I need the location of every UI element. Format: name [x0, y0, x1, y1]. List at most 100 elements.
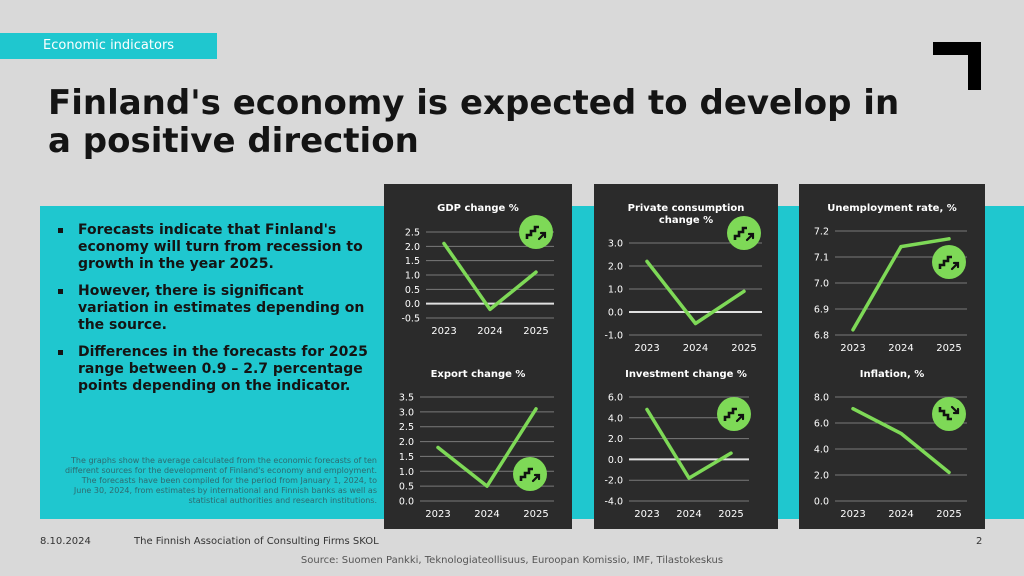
- y-tick-label: 4.0: [608, 413, 623, 424]
- brand-logo: [933, 42, 981, 90]
- bullet-marker: [58, 350, 63, 355]
- data-point: [947, 470, 951, 474]
- stairs-up-icon: [519, 215, 553, 249]
- bullet-text: Forecasts indicate that Finland's econom…: [78, 222, 363, 272]
- x-tick-label: 2023: [634, 343, 659, 354]
- x-tick-label: 2023: [634, 509, 659, 520]
- bullet-text: However, there is significant variation …: [78, 283, 365, 333]
- stairs-up-icon: [727, 216, 761, 250]
- stairs-up-icon: [717, 397, 751, 431]
- x-tick-label: 2025: [731, 343, 756, 354]
- x-tick-label: 2025: [936, 343, 961, 354]
- data-point: [488, 307, 492, 311]
- y-tick-label: 6.9: [814, 305, 829, 316]
- y-tick-label: 6.0: [814, 419, 829, 430]
- y-tick-label: 2.0: [608, 434, 623, 445]
- badge-stairs: [519, 467, 533, 481]
- chart-title: Unemployment rate, %: [827, 203, 957, 214]
- y-tick-label: 3.5: [399, 393, 414, 404]
- chart-gdp: GDP change % -0.5 0.0 0.5 1.0 1.5 2.0 2.5 2023 20…: [399, 203, 554, 520]
- y-tick-label: 0.5: [399, 482, 414, 493]
- data-point: [899, 431, 903, 435]
- y-tick-label: 0.0: [608, 455, 623, 466]
- data-point: [742, 289, 746, 293]
- chart-group: Export change % 0.0 0.5 1.0 1.5 2.0 2.5 3.0 3.5 2…: [399, 369, 554, 520]
- y-tick-label: 0.5: [405, 285, 420, 296]
- badge-arrow: [950, 405, 960, 415]
- series-line: [851, 237, 951, 332]
- page-number: 2: [976, 536, 983, 547]
- y-tick-label: 2.0: [608, 262, 623, 273]
- badge-stairs: [938, 407, 952, 421]
- y-tick-label: 1.5: [399, 452, 414, 463]
- badge-arrow: [531, 473, 541, 483]
- y-tick-label: 4.0: [814, 445, 829, 456]
- y-tick-label: -2.0: [604, 476, 623, 487]
- chart-title: Inflation, %: [860, 369, 925, 380]
- data-point: [729, 451, 733, 455]
- y-tick-label: 1.5: [405, 256, 420, 267]
- data-point: [534, 270, 538, 274]
- y-tick-label: 2.5: [399, 422, 414, 433]
- footer-organization: The Finnish Association of Consulting Fi…: [134, 536, 379, 547]
- x-tick-label: 2024: [888, 343, 913, 354]
- stairs-up-icon: [932, 245, 966, 279]
- chart-group: Investment change % -4.0 -2.0 0.0 2.0 4.0 6.0 2…: [604, 369, 751, 520]
- bullet-item: Differences in the forecasts for 2025 ra…: [58, 344, 373, 395]
- x-tick-label: 2023: [840, 509, 865, 520]
- y-tick-label: 1.0: [608, 285, 623, 296]
- x-tick-label: 2023: [425, 509, 450, 520]
- badge-stairs: [938, 255, 952, 269]
- chart-panel-unemployment: Unemployment rate, % 6.8 6.9 7.0 7.1 7.2 2023 2…: [799, 184, 985, 529]
- y-tick-label: 0.0: [608, 308, 623, 319]
- x-tick-label: 2025: [523, 509, 548, 520]
- section-tag-label: Economic indicators: [43, 38, 175, 53]
- chart-title: Private consumption: [628, 203, 745, 214]
- source-line: Source: Suomen Pankki, Teknologiateollis…: [300, 555, 724, 566]
- chart-title: Export change %: [431, 369, 526, 380]
- y-tick-label: 7.0: [814, 279, 829, 290]
- y-tick-label: 3.0: [608, 239, 623, 250]
- chart-group: GDP change % -0.5 0.0 0.5 1.0 1.5 2.0 2.5 2023 20…: [401, 203, 554, 337]
- bullet-item: However, there is significant variation …: [58, 283, 373, 334]
- x-tick-label: 2023: [431, 326, 456, 337]
- stairs-up-icon: [513, 457, 547, 491]
- data-point: [947, 237, 951, 241]
- x-tick-label: 2023: [840, 343, 865, 354]
- data-point: [645, 259, 649, 263]
- y-tick-label: 6.0: [608, 393, 623, 404]
- footer-date: 8.10.2024: [40, 536, 91, 547]
- data-point: [442, 241, 446, 245]
- data-point: [851, 407, 855, 411]
- bullet-marker: [58, 228, 63, 233]
- badge-arrow: [537, 231, 547, 241]
- x-tick-label: 2024: [676, 509, 701, 520]
- x-tick-label: 2025: [523, 326, 548, 337]
- x-tick-label: 2025: [718, 509, 743, 520]
- y-tick-label: 2.0: [405, 242, 420, 253]
- y-tick-label: -1.0: [604, 331, 623, 342]
- chart-title: GDP change %: [437, 203, 519, 214]
- y-tick-label: 3.0: [399, 407, 414, 418]
- data-point: [899, 245, 903, 249]
- badge-arrow: [735, 413, 745, 423]
- data-point: [436, 446, 440, 450]
- data-point: [687, 476, 691, 480]
- x-tick-label: 2024: [683, 343, 708, 354]
- x-tick-label: 2025: [936, 509, 961, 520]
- y-tick-label: 0.0: [399, 497, 414, 508]
- chart-panel-consumption: Private consumption change % -1.0 0.0 1.0 2.0…: [594, 184, 778, 529]
- y-tick-label: -0.5: [401, 314, 420, 325]
- badge-arrow: [745, 232, 755, 242]
- bullet-list: Forecasts indicate that Finland's econom…: [58, 222, 373, 405]
- data-point: [645, 407, 649, 411]
- y-tick-label: 0.0: [405, 299, 420, 310]
- data-point: [485, 484, 489, 488]
- bullet-text: Differences in the forecasts for 2025 ra…: [78, 344, 368, 394]
- y-tick-label: 7.2: [814, 227, 829, 238]
- chart-unemployment: Unemployment rate, % 6.8 6.9 7.0 7.1 7.2 2023 2…: [814, 203, 967, 520]
- y-tick-label: 0.0: [814, 497, 829, 508]
- x-tick-label: 2024: [888, 509, 913, 520]
